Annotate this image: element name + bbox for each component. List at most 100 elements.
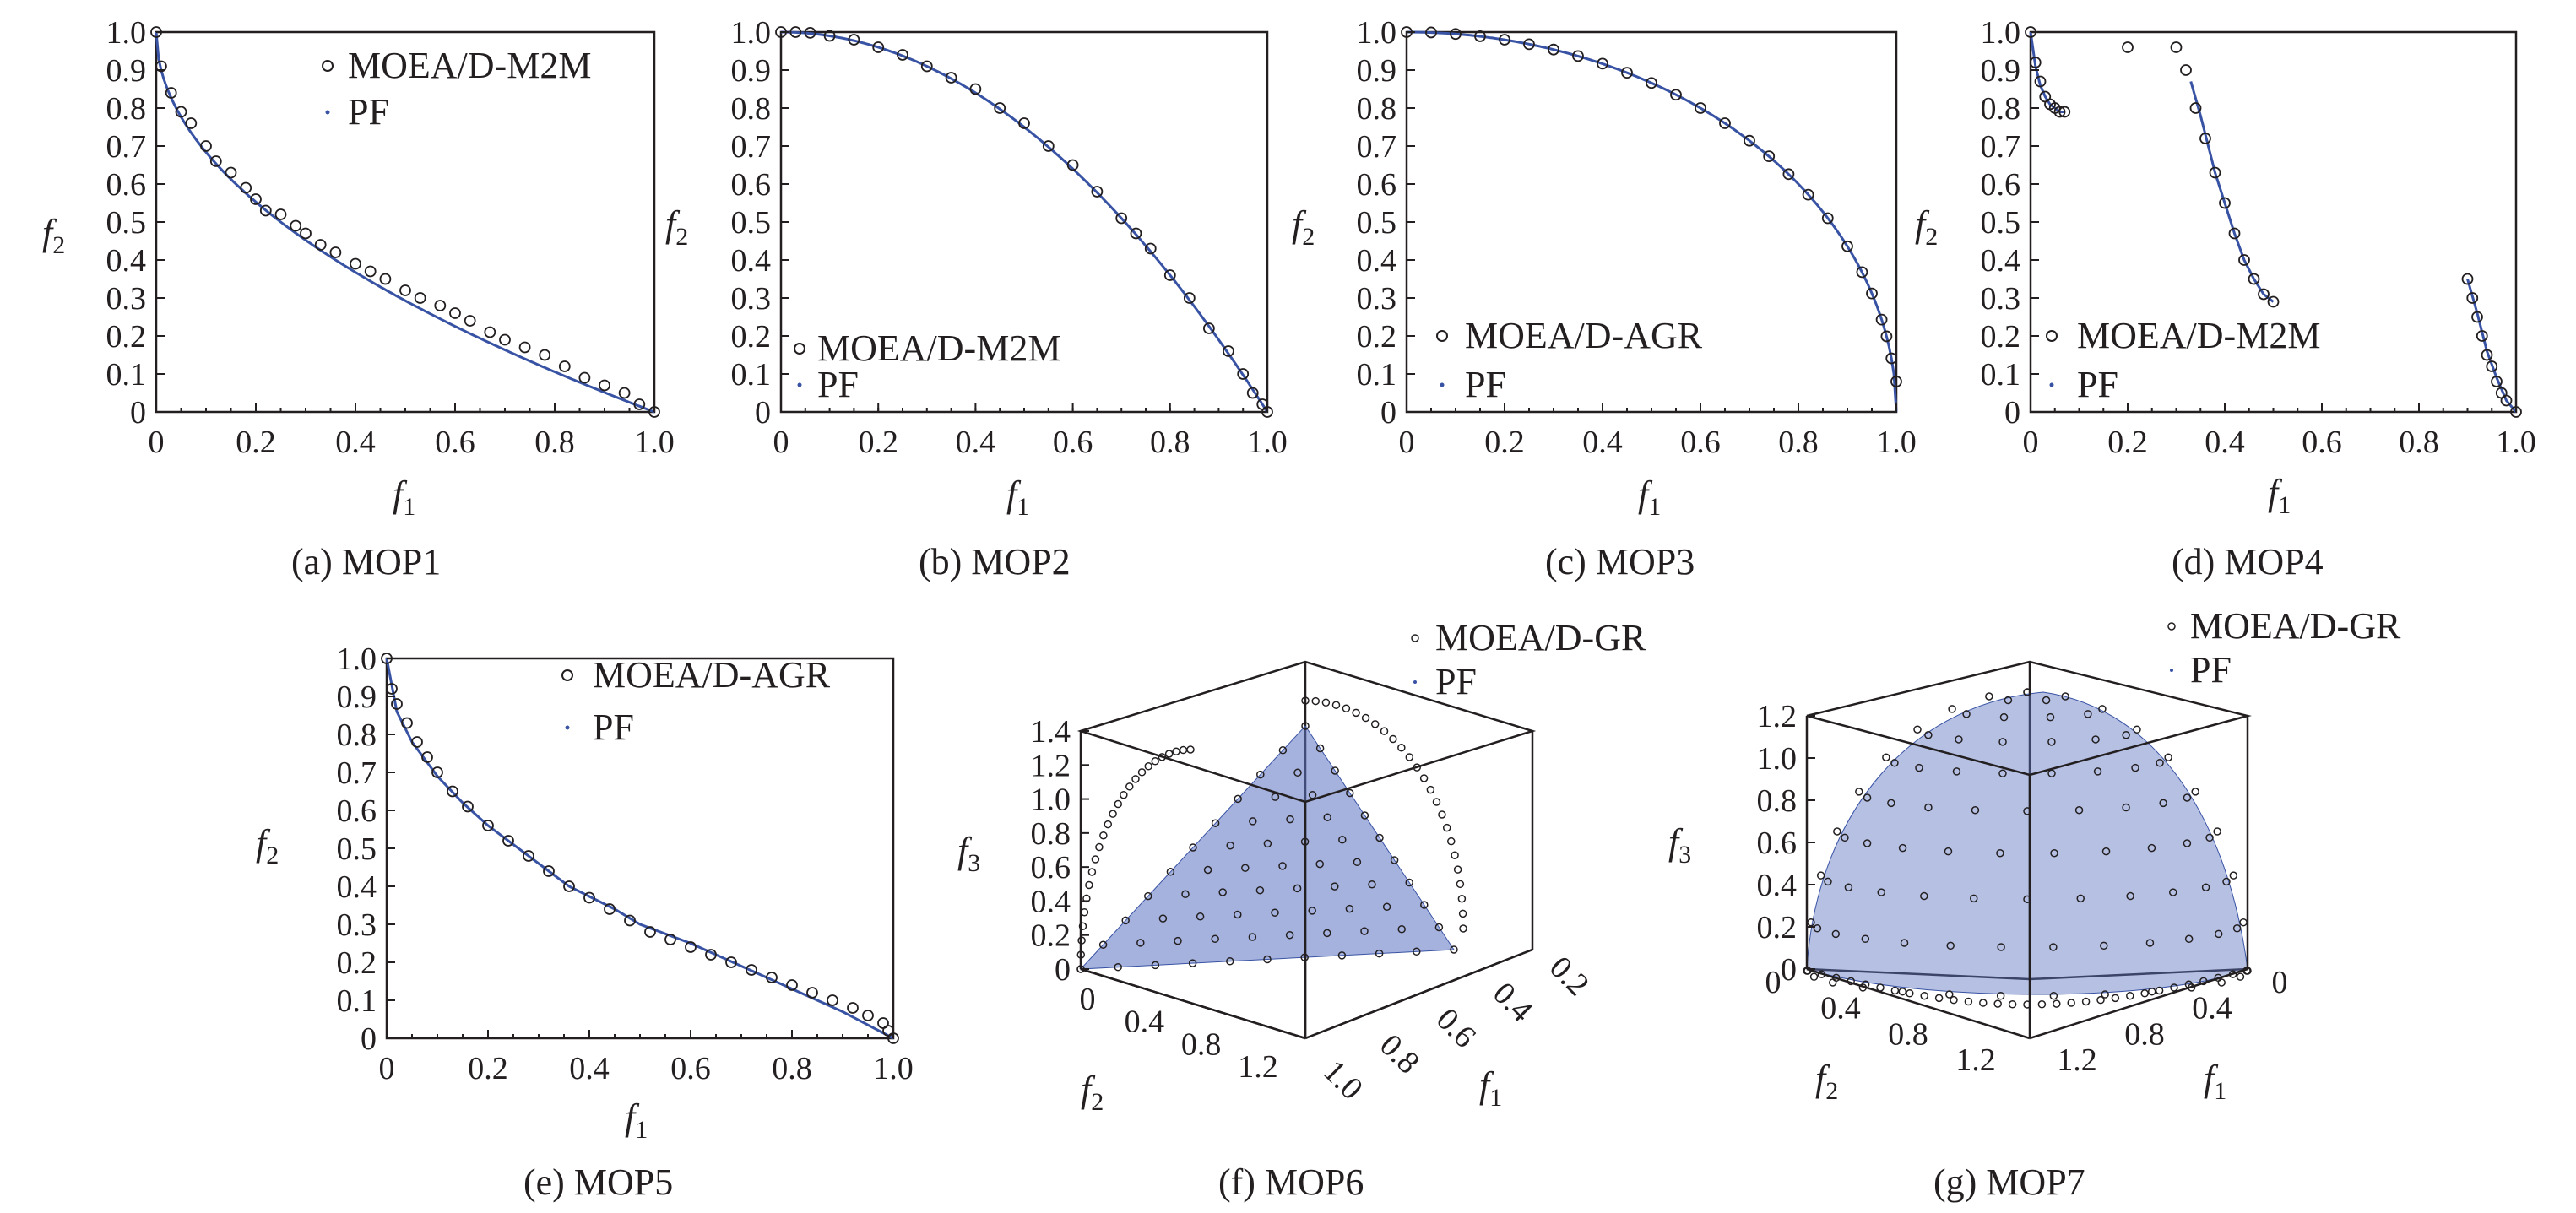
x-tick-label: 1.0 <box>873 1051 914 1086</box>
data-point <box>1018 117 1030 129</box>
data-point <box>1523 38 1535 51</box>
data-point <box>1342 704 1351 712</box>
data-point <box>2217 978 2226 987</box>
data-point <box>2091 735 2100 744</box>
x-axis-label: f1 <box>1479 1064 1502 1112</box>
x-tick-label: 0 <box>149 425 165 460</box>
y-tick-label: 0.7 <box>1357 129 1397 165</box>
x-tick-label: 0.2 <box>2107 425 2148 460</box>
data-point <box>1042 140 1055 152</box>
data-point <box>1970 894 1978 903</box>
data-point <box>624 914 636 927</box>
data-point <box>872 41 885 53</box>
data-point <box>329 246 342 258</box>
data-point <box>1890 759 1899 767</box>
data-point <box>920 60 933 73</box>
data-point <box>1211 934 1219 944</box>
data-point <box>1144 891 1152 901</box>
data-point <box>1085 880 1093 890</box>
data-point <box>618 387 631 399</box>
data-point <box>969 83 982 95</box>
data-point <box>1950 995 1958 1005</box>
caption: (c) MOP3 <box>1545 541 1695 582</box>
data-point <box>1109 810 1117 818</box>
data-point <box>1338 836 1347 844</box>
data-point <box>2236 972 2245 981</box>
y-tick-label: 0.6 <box>106 167 147 203</box>
data-point <box>2183 793 2192 802</box>
tick-layer: 0 0.2 0.4 0.6 0.8 1.000.10.20.30.40.50.60.70.… <box>1357 15 1917 460</box>
data-point <box>1203 865 1212 875</box>
data-point <box>200 140 212 152</box>
data-point <box>1241 864 1250 872</box>
y-tick-label: 0 <box>130 395 146 431</box>
data-point <box>1913 725 1922 734</box>
marker-layer <box>1076 696 1467 973</box>
data-point <box>1453 865 1462 874</box>
y-tick-label: 0.8 <box>106 91 147 127</box>
data-point <box>1898 987 1907 996</box>
data-point <box>786 979 798 991</box>
y-tick-label: 0.9 <box>337 680 377 715</box>
data-point <box>2093 767 2102 776</box>
z-tick-label: 1.4 <box>1031 714 1071 750</box>
y-tick-label: 0.3 <box>731 281 772 317</box>
data-point <box>1293 884 1302 893</box>
data-point <box>1962 710 1971 718</box>
legend-marker-circle <box>1411 634 1419 642</box>
y-tick-label: 0.5 <box>106 205 147 241</box>
y-tick-label: 1.0 <box>1357 15 1397 51</box>
data-point <box>2471 311 2483 323</box>
legend: MOEA/D-M2M PF <box>322 45 591 133</box>
y-tick-label: 1.0 <box>337 642 377 677</box>
y-axis-label: f2 <box>42 212 65 259</box>
data-point <box>1368 880 1376 889</box>
x-tick-label: 0.8 <box>2124 1016 2165 1052</box>
y-tick-label: 0.4 <box>1357 243 1397 279</box>
data-point <box>1323 813 1331 822</box>
data-point <box>482 820 494 831</box>
data-point <box>1413 947 1421 956</box>
data-point <box>685 941 697 953</box>
data-point <box>644 926 656 938</box>
y-tick-label: 1.0 <box>731 15 772 51</box>
data-point <box>399 284 411 296</box>
data-point <box>1841 833 1849 842</box>
data-point <box>1474 30 1486 42</box>
data-point <box>1278 746 1288 755</box>
data-point <box>1821 212 1834 225</box>
y-tick-label: 0.5 <box>337 831 377 867</box>
data-point <box>1323 929 1331 938</box>
data-point <box>862 1010 874 1021</box>
z-tick-label: 1.0 <box>1031 782 1071 818</box>
data-point <box>1144 242 1157 255</box>
legend-label-series: MOEA/D-GR <box>1435 617 1646 658</box>
data-point <box>1782 168 1795 181</box>
data-point <box>290 219 302 232</box>
data-point <box>1833 827 1841 836</box>
data-point <box>1308 907 1316 915</box>
plot-frame <box>385 657 895 1040</box>
legend-marker-circle <box>1436 330 1448 342</box>
data-point <box>449 307 461 319</box>
data-point <box>1920 891 1928 901</box>
y-tick-label: 0.5 <box>1981 205 2021 241</box>
x-tick-label: 0.4 <box>956 425 996 460</box>
data-point <box>2098 705 2107 713</box>
z-axis-label: f3 <box>957 830 980 877</box>
data-point <box>599 379 610 392</box>
data-point <box>1861 934 1870 944</box>
data-point <box>2189 102 2202 114</box>
data-point <box>379 273 392 285</box>
data-point <box>1434 923 1444 932</box>
data-point <box>2023 688 2031 696</box>
y-tick-label: 0.8 <box>1888 1016 1928 1052</box>
data-point <box>1087 868 1097 876</box>
data-point <box>2147 987 2156 996</box>
data-point <box>1457 895 1467 903</box>
data-point <box>1670 89 1682 101</box>
data-point <box>2156 759 2164 767</box>
data-point <box>1130 227 1142 240</box>
data-point <box>725 956 737 968</box>
